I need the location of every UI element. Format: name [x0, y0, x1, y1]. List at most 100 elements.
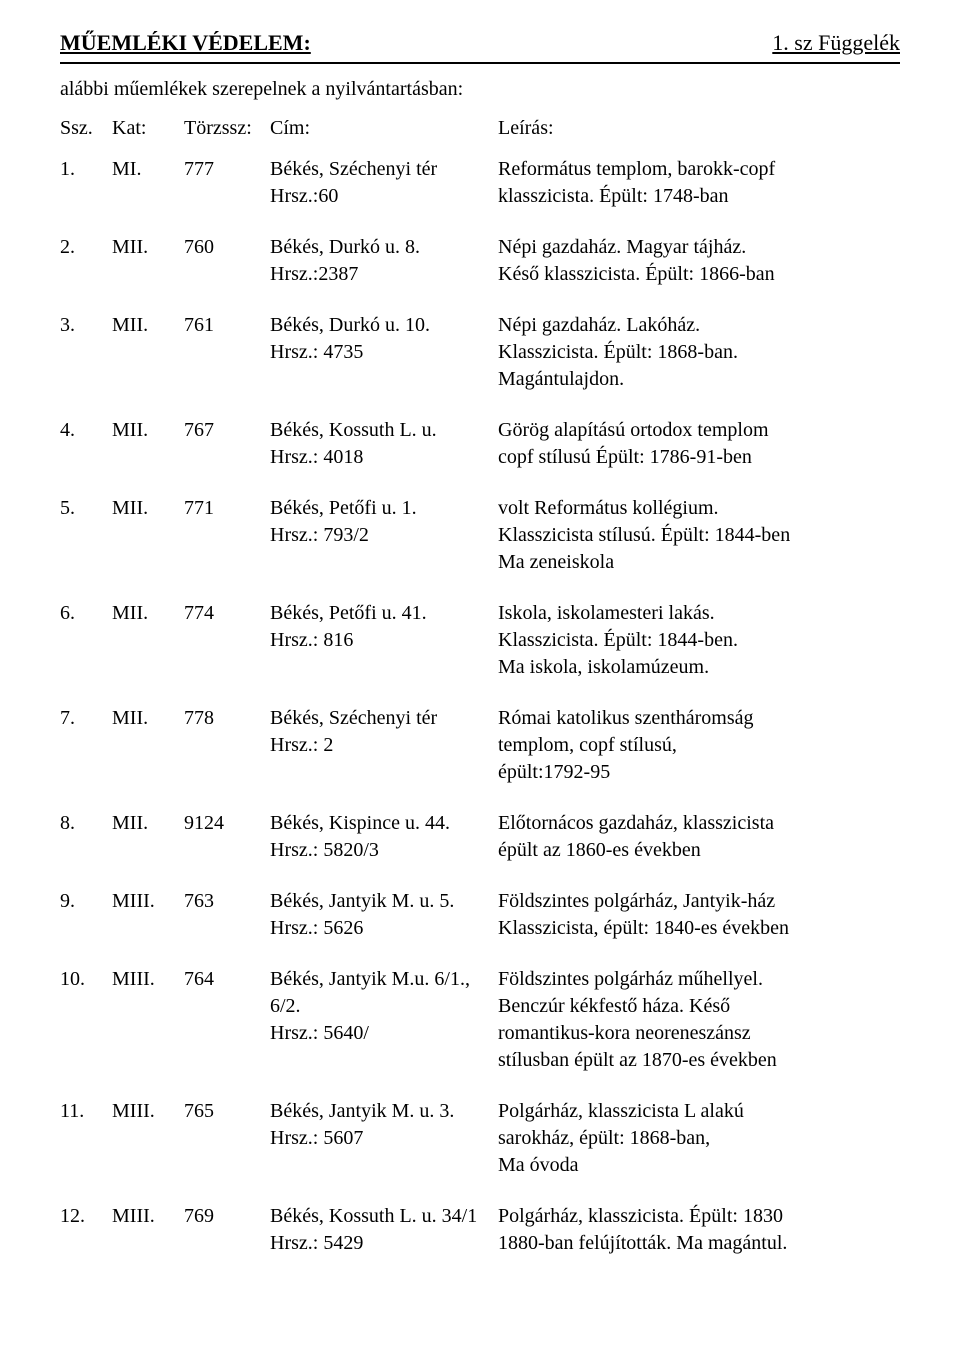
entry-desc: Előtornácos gazdaház, klasszicistaépült …: [498, 810, 900, 864]
entry-desc-line: Klasszicista. Épült: 1844-ben.: [498, 627, 900, 654]
document-page: MŰEMLÉKI VÉDELEM: 1. sz Függelék alábbi …: [0, 0, 960, 1321]
entry-desc-line: Ma iskola, iskolamúzeum.: [498, 654, 900, 681]
entry-desc: Népi gazdaház. Lakóház.Klasszicista. Épü…: [498, 312, 900, 393]
entry-kat: MII.: [112, 705, 184, 786]
entry-cim: Békés, Jantyik M. u. 3.Hrsz.: 5607: [270, 1098, 498, 1179]
entry-desc: volt Református kollégium.Klasszicista s…: [498, 495, 900, 576]
entry-cim: Békés, Jantyik M. u. 5.Hrsz.: 5626: [270, 888, 498, 942]
col-header-kat: Kat:: [112, 117, 184, 140]
entry-desc-line: romantikus-kora neoreneszánsz: [498, 1020, 900, 1047]
col-header-ssz: Ssz.: [60, 117, 112, 140]
entry-desc-line: sarokház, épült: 1868-ban,: [498, 1125, 900, 1152]
entry-cim-line2: Hrsz.: 5820/3: [270, 837, 498, 864]
entry-desc-line: épült az 1860-es években: [498, 837, 900, 864]
entry-ssz: 6.: [60, 600, 112, 681]
entry-cim: Békés, Petőfi u. 41.Hrsz.: 816: [270, 600, 498, 681]
entry-cim-line1: Békés, Kispince u. 44.: [270, 810, 498, 837]
entry-torzs: 769: [184, 1203, 270, 1257]
entry-desc: Polgárház, klasszicista L alakúsarokház,…: [498, 1098, 900, 1179]
col-header-cim: Cím:: [270, 117, 498, 140]
entry-desc-line: Klasszicista, épült: 1840-es években: [498, 915, 900, 942]
entry-cim: Békés, Durkó u. 8.Hrsz.:2387: [270, 234, 498, 288]
entry-cim-line2: Hrsz.: 2: [270, 732, 498, 759]
page-title: MŰEMLÉKI VÉDELEM:: [60, 30, 311, 56]
entry-row: 7.MII.778Békés, Széchenyi térHrsz.: 2Róm…: [60, 705, 900, 786]
entry-cim-line1: Békés, Széchenyi tér: [270, 156, 498, 183]
entry-desc: Földszintes polgárház, Jantyik-házKlassz…: [498, 888, 900, 942]
entry-row: 1.MI.777Békés, Széchenyi térHrsz.:60Refo…: [60, 156, 900, 210]
entry-desc-line: Népi gazdaház. Magyar tájház.: [498, 234, 900, 261]
entry-ssz: 2.: [60, 234, 112, 288]
entry-desc-line: volt Református kollégium.: [498, 495, 900, 522]
entry-torzs: 9124: [184, 810, 270, 864]
entry-cim-line2: Hrsz.: 4735: [270, 339, 498, 366]
intro-text: alábbi műemlékek szerepelnek a nyilvánta…: [60, 78, 900, 101]
entry-row: 6.MII.774Békés, Petőfi u. 41.Hrsz.: 816I…: [60, 600, 900, 681]
entry-ssz: 1.: [60, 156, 112, 210]
entry-cim-line2: Hrsz.: 793/2: [270, 522, 498, 549]
entry-cim: Békés, Durkó u. 10.Hrsz.: 4735: [270, 312, 498, 393]
entry-desc: Népi gazdaház. Magyar tájház.Késő klassz…: [498, 234, 900, 288]
entry-cim-line2: Hrsz.: 816: [270, 627, 498, 654]
entry-cim-line1: Békés, Petőfi u. 1.: [270, 495, 498, 522]
entry-desc-line: Késő klasszicista. Épült: 1866-ban: [498, 261, 900, 288]
entry-desc-line: 1880-ban felújították. Ma magántul.: [498, 1230, 900, 1257]
entry-desc-line: Ma zeneiskola: [498, 549, 900, 576]
entry-ssz: 10.: [60, 966, 112, 1074]
entry-ssz: 12.: [60, 1203, 112, 1257]
entry-desc: Református templom, barokk-copfklasszici…: [498, 156, 900, 210]
entry-torzs: 767: [184, 417, 270, 471]
entry-desc-line: Iskola, iskolamesteri lakás.: [498, 600, 900, 627]
entry-desc: Iskola, iskolamesteri lakás.Klasszicista…: [498, 600, 900, 681]
entry-desc-line: templom, copf stílusú,: [498, 732, 900, 759]
entry-cim-line1: Békés, Petőfi u. 41.: [270, 600, 498, 627]
entry-cim: Békés, Kispince u. 44.Hrsz.: 5820/3: [270, 810, 498, 864]
entry-cim: Békés, Kossuth L. u. 34/1Hrsz.: 5429: [270, 1203, 498, 1257]
entry-cim-line2: Hrsz.: 4018: [270, 444, 498, 471]
entry-desc: Római katolikus szentháromságtemplom, co…: [498, 705, 900, 786]
entry-ssz: 8.: [60, 810, 112, 864]
entry-desc-line: Benczúr kékfestő háza. Késő: [498, 993, 900, 1020]
entry-desc-line: Klasszicista stílusú. Épült: 1844-ben: [498, 522, 900, 549]
entry-cim: Békés, Jantyik M.u. 6/1., 6/2.Hrsz.: 564…: [270, 966, 498, 1074]
entry-cim: Békés, Széchenyi térHrsz.:60: [270, 156, 498, 210]
entry-desc-line: Földszintes polgárház műhellyel.: [498, 966, 900, 993]
entry-ssz: 4.: [60, 417, 112, 471]
col-header-leiras: Leírás:: [498, 117, 900, 140]
entry-cim: Békés, Kossuth L. u.Hrsz.: 4018: [270, 417, 498, 471]
entry-cim-line2: Hrsz.: 5640/: [270, 1020, 498, 1047]
entry-kat: MIII.: [112, 888, 184, 942]
entry-cim-line2: Hrsz.:2387: [270, 261, 498, 288]
entry-row: 2.MII.760Békés, Durkó u. 8.Hrsz.:2387Nép…: [60, 234, 900, 288]
entry-desc-line: Görög alapítású ortodox templom: [498, 417, 900, 444]
entry-torzs: 774: [184, 600, 270, 681]
entry-torzs: 764: [184, 966, 270, 1074]
entry-kat: MIII.: [112, 966, 184, 1074]
entry-torzs: 777: [184, 156, 270, 210]
entry-desc-line: Földszintes polgárház, Jantyik-ház: [498, 888, 900, 915]
entry-desc-line: épült:1792-95: [498, 759, 900, 786]
entry-row: 5.MII.771Békés, Petőfi u. 1.Hrsz.: 793/2…: [60, 495, 900, 576]
entry-kat: MII.: [112, 417, 184, 471]
entry-row: 10.MIII.764Békés, Jantyik M.u. 6/1., 6/2…: [60, 966, 900, 1074]
entry-cim-line1: Békés, Kossuth L. u. 34/1: [270, 1203, 498, 1230]
entry-torzs: 761: [184, 312, 270, 393]
entry-torzs: 760: [184, 234, 270, 288]
entry-desc: Görög alapítású ortodox templomcopf stíl…: [498, 417, 900, 471]
entry-desc-line: Polgárház, klasszicista L alakú: [498, 1098, 900, 1125]
entry-row: 8.MII.9124Békés, Kispince u. 44.Hrsz.: 5…: [60, 810, 900, 864]
entry-row: 11.MIII.765Békés, Jantyik M. u. 3.Hrsz.:…: [60, 1098, 900, 1179]
divider: [60, 62, 900, 64]
entry-torzs: 765: [184, 1098, 270, 1179]
entry-cim-line1: Békés, Széchenyi tér: [270, 705, 498, 732]
appendix-label: 1. sz Függelék: [772, 30, 900, 56]
header-row: MŰEMLÉKI VÉDELEM: 1. sz Függelék: [60, 30, 900, 56]
col-header-torzs: Törzssz:: [184, 117, 270, 140]
entry-kat: MIII.: [112, 1098, 184, 1179]
entry-torzs: 763: [184, 888, 270, 942]
entry-desc-line: Ma óvoda: [498, 1152, 900, 1179]
entry-desc-line: copf stílusú Épült: 1786-91-ben: [498, 444, 900, 471]
entry-kat: MII.: [112, 810, 184, 864]
entry-ssz: 7.: [60, 705, 112, 786]
entry-cim-line1: Békés, Durkó u. 10.: [270, 312, 498, 339]
